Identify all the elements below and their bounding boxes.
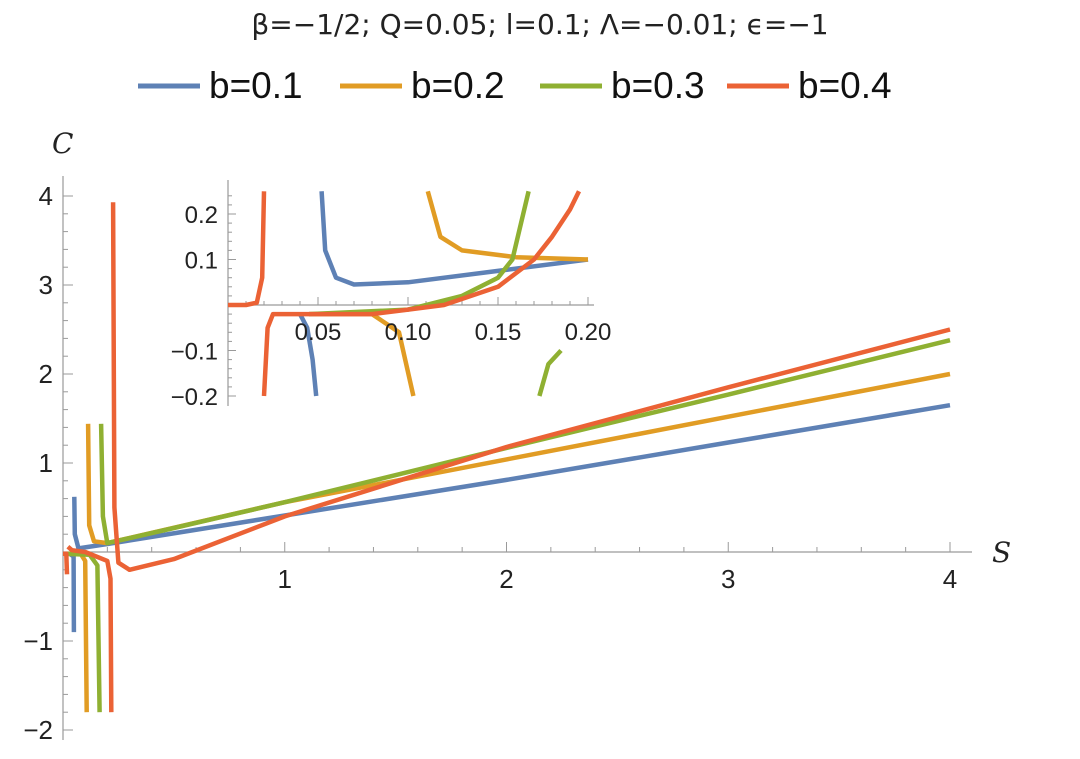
inset-y-tick-label: 0.2 — [185, 202, 218, 229]
y-tick-label: −2 — [23, 715, 53, 745]
y-tick-label: 3 — [39, 270, 53, 300]
series-line-b=0.4 — [63, 202, 951, 713]
legend-label: b=0.3 — [611, 65, 705, 106]
inset-plot: −0.2 −0.1 0.1 0.2 0.05 0.10 0.15 0.20 — [171, 180, 612, 411]
inset-y-tick-label: 0.1 — [185, 248, 218, 275]
inset-series-line-b=0.1 — [298, 191, 589, 397]
series-line-b=0.1 — [63, 402, 951, 633]
y-tick-label: 2 — [39, 359, 53, 389]
inset-x-tick-label: 0.15 — [475, 319, 522, 346]
x-tick-label: 1 — [278, 564, 292, 594]
y-tick-label: 1 — [39, 448, 53, 478]
x-tick-label: 3 — [721, 564, 735, 594]
inset-y-tick-label: −0.2 — [171, 384, 218, 411]
x-axis-label: S — [992, 536, 1011, 569]
chart-title: β=−1/2; Q=0.05; l=0.1; Λ=−0.01; ϵ=−1 — [251, 8, 828, 41]
series-line-b=0.3 — [62, 338, 951, 713]
legend-label: b=0.1 — [209, 65, 303, 106]
inset-x-tick-label: 0.10 — [385, 319, 432, 346]
legend-label: b=0.2 — [411, 65, 505, 106]
x-tick-label: 2 — [499, 564, 513, 594]
inset-x-tick-label: 0.05 — [295, 319, 342, 346]
inset-series-line-b=0.4 — [228, 190, 582, 397]
inset-x-tick-label: 0.20 — [565, 319, 612, 346]
legend: b=0.1 b=0.2 b=0.3 b=0.4 — [138, 65, 892, 106]
y-tick-label: −1 — [23, 626, 53, 656]
main-plot: C S 1 2 3 4 −2 −1 1 2 3 4 — [23, 127, 1011, 745]
inset-y-tick-label: −0.1 — [171, 339, 218, 366]
y-tick-label: 4 — [39, 181, 53, 211]
y-axis-label: C — [52, 127, 73, 160]
legend-label: b=0.4 — [798, 65, 892, 106]
x-tick-label: 4 — [943, 564, 957, 594]
